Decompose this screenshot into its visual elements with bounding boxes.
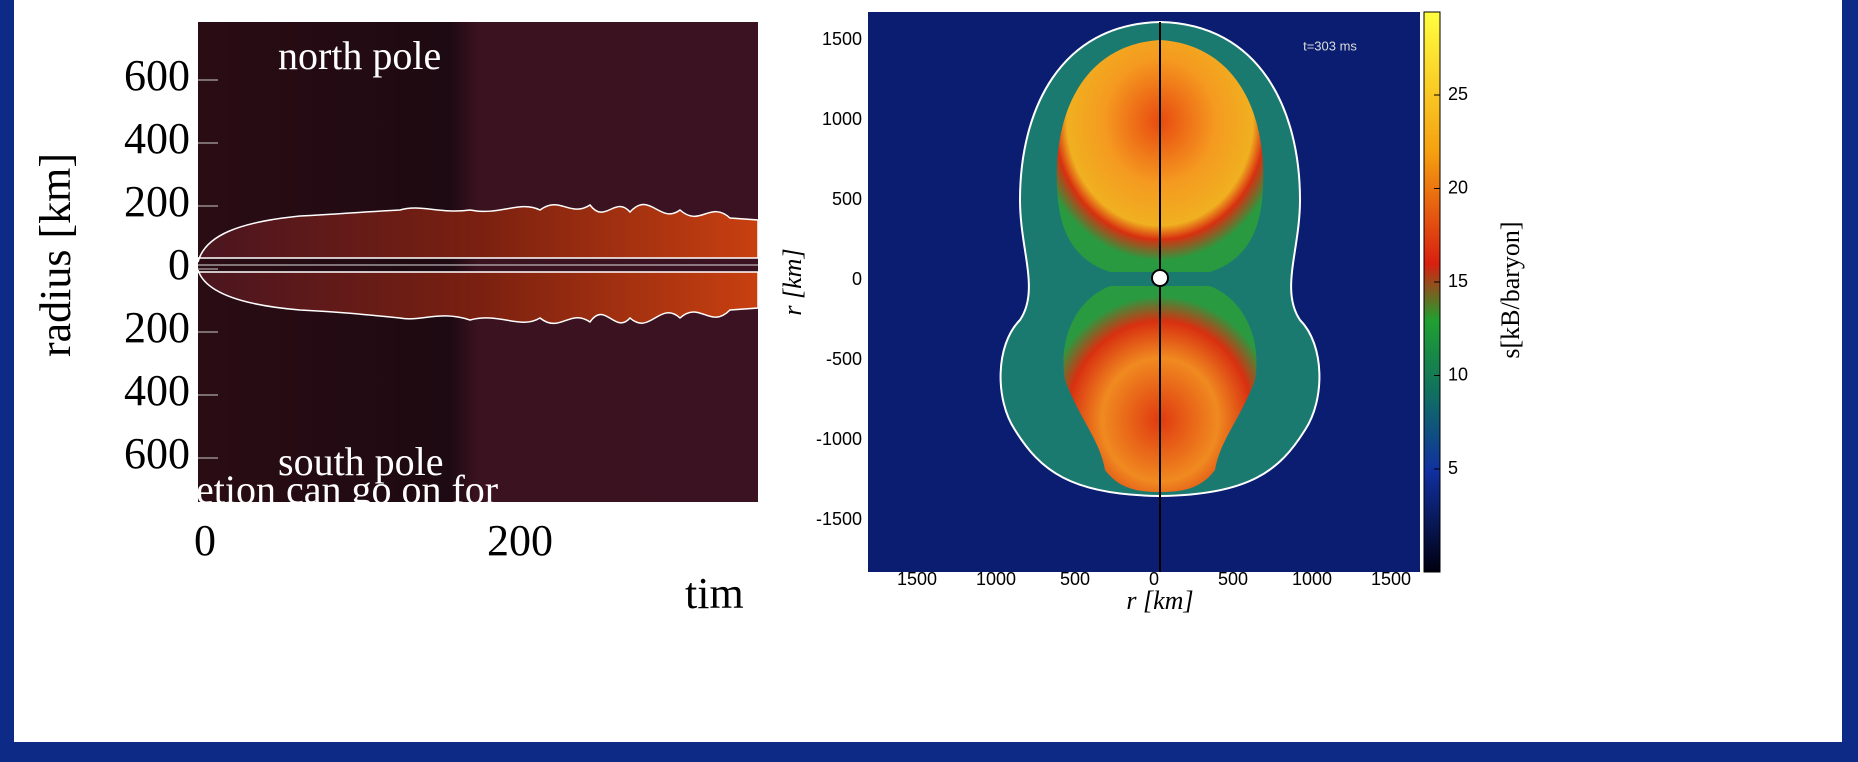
right-x-tick-label: 1000: [1292, 569, 1332, 589]
colorbar: [1423, 11, 1441, 573]
right-x-tick-label: 1000: [976, 569, 1016, 589]
left-x-tick-label: 200: [487, 516, 553, 565]
right-y-tick-label: -500: [826, 349, 862, 369]
left-y-tick-label: 400: [124, 366, 190, 415]
left-y-tick-label: 600: [124, 429, 190, 478]
right-x-tick-label: 0: [1149, 569, 1159, 589]
right-y-tick-label: 1000: [822, 109, 862, 129]
right-y-tick-label: 500: [832, 189, 862, 209]
right-x-tick-label: 1500: [1371, 569, 1411, 589]
overlay-text: etion can go on for: [196, 467, 498, 512]
left-image: [198, 22, 758, 502]
right-x-tick-label: 1500: [897, 569, 937, 589]
right-y-tick-label: 0: [852, 269, 862, 289]
north-band: [197, 203, 759, 263]
right-y-tick-label: -1500: [816, 509, 862, 529]
right-y-tick-label: 1500: [822, 29, 862, 49]
colorbar-tick-label: 20: [1448, 177, 1468, 197]
left-y-tick-label: 200: [124, 177, 190, 226]
colorbar-tick-label: 25: [1448, 84, 1468, 104]
right-x-label: r [km]: [1126, 586, 1193, 615]
x-axis-label: tim: [685, 569, 744, 618]
y-axis-label: radius [km]: [31, 153, 80, 357]
right-x-tick-label: 500: [1060, 569, 1090, 589]
colorbar-tick-label: 5: [1448, 458, 1458, 478]
right-y-label: r [km]: [778, 248, 807, 315]
colorbar-tick-label: 15: [1448, 271, 1468, 291]
right-x-tick-label: 500: [1218, 569, 1248, 589]
proto-neutron-star: [1151, 269, 1169, 287]
right-y-tick-label: -1000: [816, 429, 862, 449]
colorbar-tick-label: 10: [1448, 364, 1468, 384]
south-band: [197, 269, 759, 325]
time-label: t=303 ms: [1303, 38, 1357, 53]
south-label: south pole: [278, 439, 444, 484]
north-label: north pole: [278, 33, 441, 78]
left-y-tick-label: 200: [124, 303, 190, 352]
left-y-tick-label: 400: [124, 114, 190, 163]
left-x-tick-label: 0: [194, 516, 216, 565]
left-y-tick-label: 600: [124, 51, 190, 100]
left-y-tick-label: 0: [168, 240, 190, 289]
colorbar-label: s[kB/baryon]: [1496, 221, 1525, 358]
